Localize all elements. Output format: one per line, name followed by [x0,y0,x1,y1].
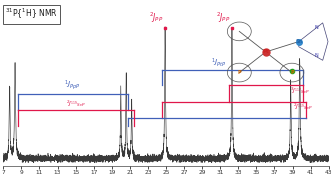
Text: N: N [315,53,318,58]
Text: $^1J_{PtP}$: $^1J_{PtP}$ [211,57,227,69]
Text: P: P [290,70,294,75]
Text: Sn: Sn [295,39,302,44]
Text: $^2J_{PP}$: $^2J_{PP}$ [216,11,230,25]
Text: Cl: Cl [290,69,294,73]
Text: $^2J_{^{119}SnP}$: $^2J_{^{119}SnP}$ [293,102,313,112]
Text: N: N [315,25,318,30]
Text: $^3J_{^{117}SnP}$: $^3J_{^{117}SnP}$ [290,86,311,96]
Text: $^1J_{PpP}$: $^1J_{PpP}$ [64,79,81,92]
Text: Pt: Pt [262,50,269,54]
Text: $^2J_{PP}$: $^2J_{PP}$ [149,11,163,25]
Text: P: P [237,70,241,75]
Text: $^2J_{^{119}SnP}$: $^2J_{^{119}SnP}$ [66,99,86,109]
Text: $^{31}$P{$^1$H} NMR: $^{31}$P{$^1$H} NMR [5,7,58,21]
